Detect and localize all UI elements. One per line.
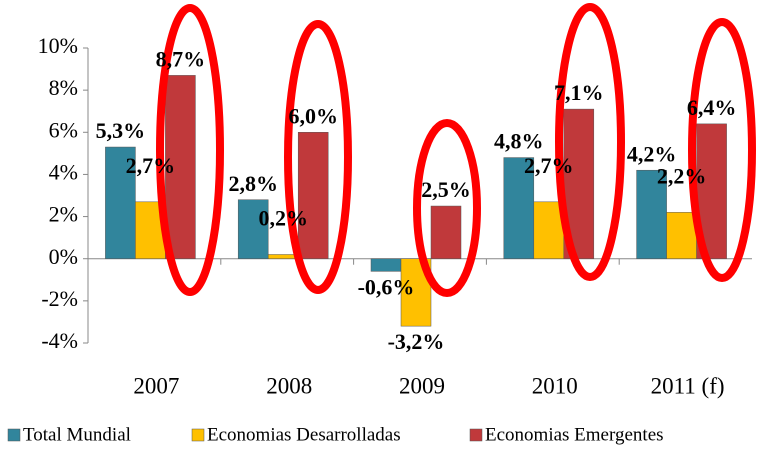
value-label: -3,2% [388, 329, 445, 354]
legend-label: Total Mundial [23, 424, 131, 445]
x-tick-label: 2008 [266, 373, 312, 398]
x-tick-label: 2011 (f) [651, 373, 725, 398]
value-label: 8,7% [156, 46, 206, 71]
bar [370, 258, 402, 272]
value-label: 2,7% [126, 153, 176, 178]
bar [237, 199, 269, 259]
x-tick-label: 2009 [399, 373, 445, 398]
y-tick-label: -2% [41, 286, 78, 311]
highlight-ellipse [555, 3, 625, 281]
value-label: 0,2% [258, 206, 308, 231]
bar [666, 212, 697, 259]
bar [503, 157, 535, 259]
y-tick-label: 2% [49, 202, 78, 227]
value-label: 2,7% [524, 153, 574, 178]
value-label: 2,8% [228, 171, 278, 196]
value-label: 2,5% [421, 177, 471, 202]
value-label: 4,8% [494, 129, 544, 154]
value-label: -0,6% [358, 274, 415, 299]
x-tick-label: 2010 [532, 373, 578, 398]
value-label: 7,1% [554, 80, 604, 105]
legend-label: Economias Desarrolladas [207, 424, 401, 445]
legend-swatch [191, 428, 205, 442]
y-tick-label: 4% [49, 159, 78, 184]
y-tick-label: -4% [41, 328, 78, 353]
bar [297, 132, 329, 259]
y-tick-label: 6% [49, 117, 78, 142]
bar [533, 201, 565, 259]
y-tick-label: 8% [49, 75, 78, 100]
highlight-ellipses [156, 3, 756, 297]
value-label: 6,0% [288, 103, 338, 128]
value-label: 6,4% [687, 95, 737, 120]
x-tick-label: 2007 [133, 373, 179, 398]
highlight-ellipse [688, 18, 756, 282]
bar [165, 75, 196, 259]
highlight-ellipse [413, 119, 481, 297]
bar [636, 169, 667, 259]
legend-swatch [7, 428, 21, 442]
highlight-ellipse [284, 20, 352, 294]
bar [430, 205, 462, 259]
highlight-ellipse [156, 4, 224, 296]
legend-swatch [469, 428, 483, 442]
legend-label: Economias Emergentes [485, 424, 664, 445]
y-tick-label: 0% [49, 244, 78, 269]
value-label: 5,3% [96, 118, 146, 143]
value-label: 4,2% [627, 141, 677, 166]
value-label: 2,2% [657, 163, 707, 188]
y-tick-label: 10% [38, 33, 78, 58]
